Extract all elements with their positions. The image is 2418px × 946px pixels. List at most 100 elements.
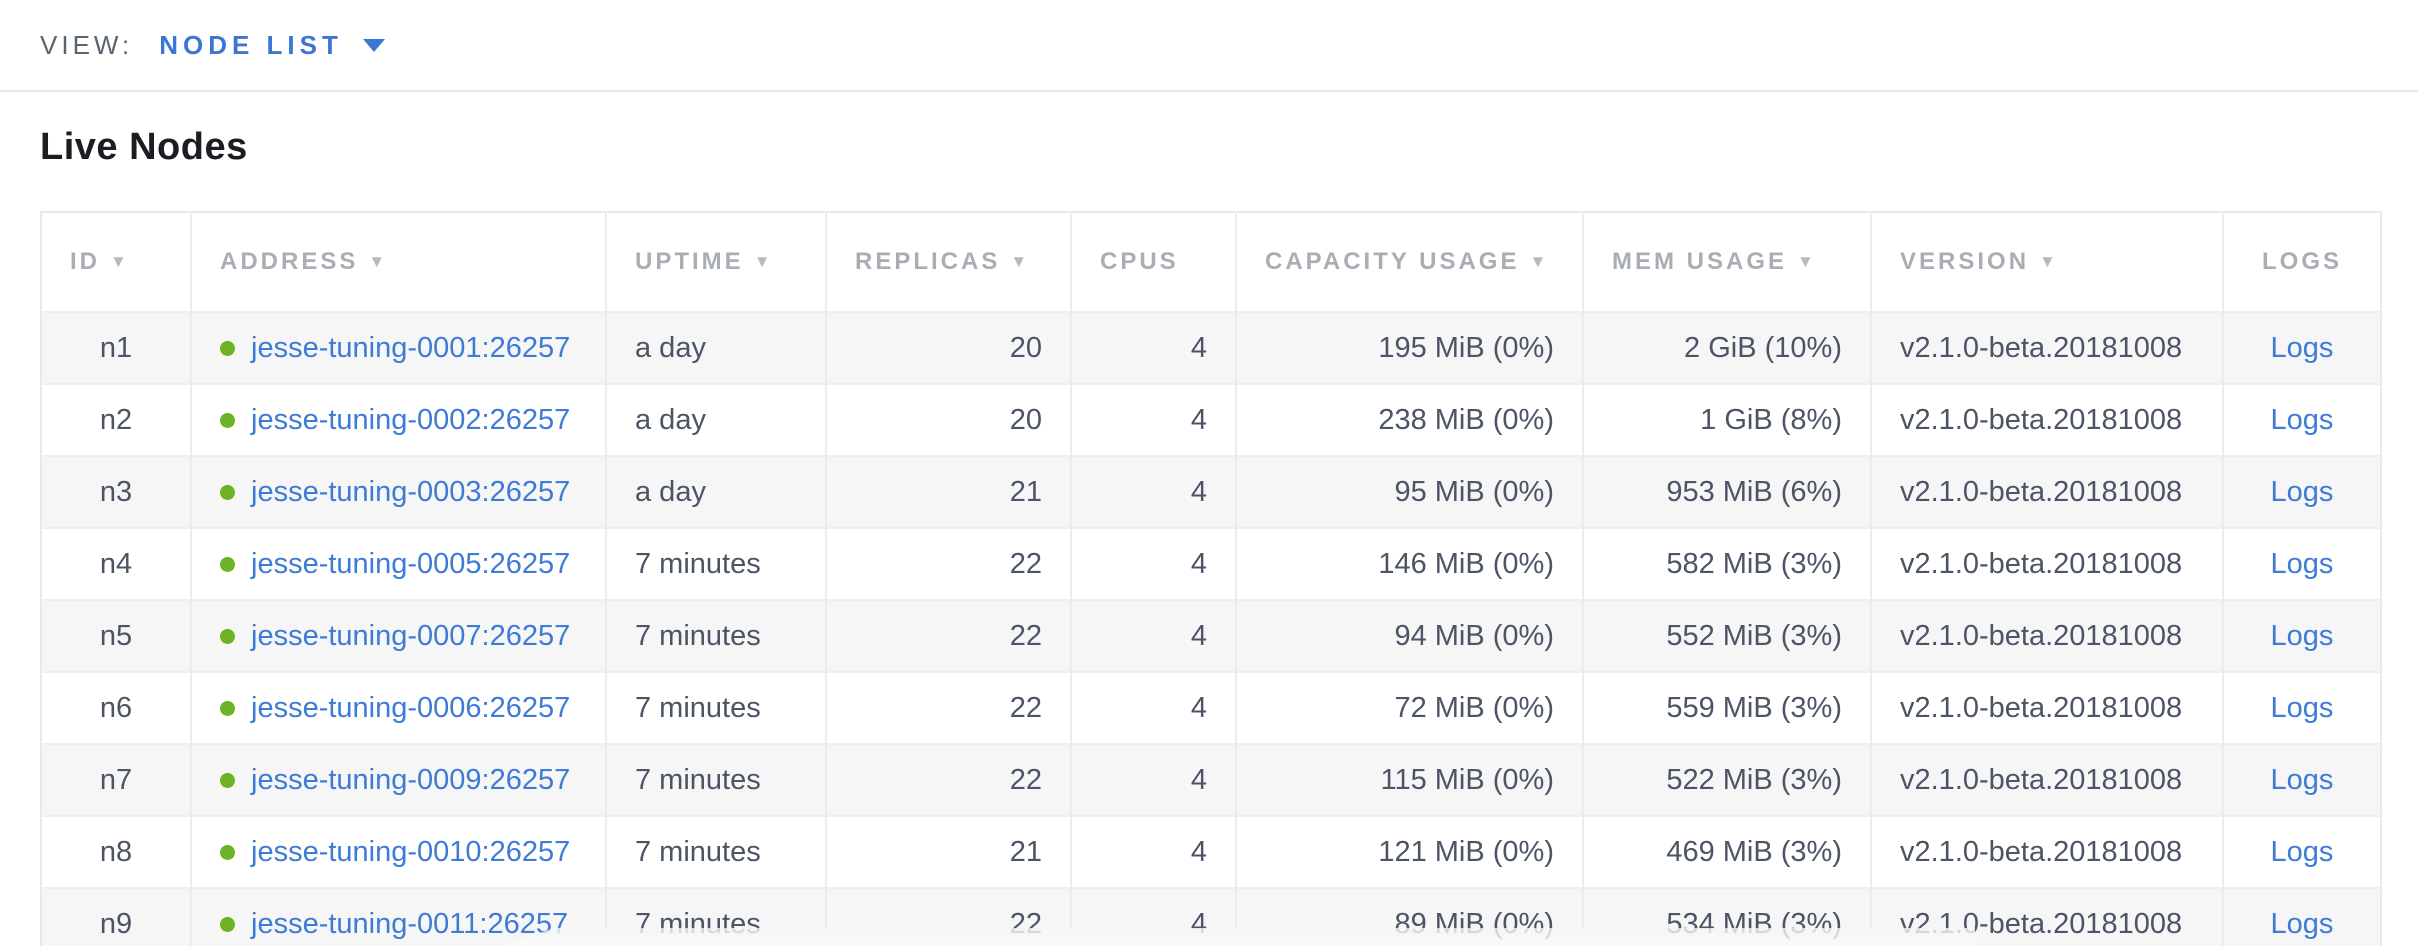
cell-version: v2.1.0-beta.20181008 bbox=[1871, 599, 2224, 672]
node-status-icon bbox=[220, 340, 235, 356]
view-selector-bar: VIEW: NODE LIST bbox=[0, 0, 2418, 92]
sort-caret-icon: ▼ bbox=[110, 252, 130, 271]
column-header-replicas[interactable]: REPLICAS ▼ bbox=[826, 212, 1072, 312]
cell-mem: 469 MiB (3%) bbox=[1583, 815, 1872, 888]
cell-cpus: 4 bbox=[1071, 671, 1237, 744]
column-header-capacity[interactable]: CAPACITY USAGE ▼ bbox=[1236, 212, 1584, 312]
address-link[interactable]: jesse-tuning-0001:26257 bbox=[251, 331, 571, 364]
address-link[interactable]: jesse-tuning-0011:26257 bbox=[251, 907, 569, 940]
cell-address: jesse-tuning-0003:26257 bbox=[191, 455, 607, 528]
node-status-icon bbox=[220, 556, 235, 572]
column-header-uptime[interactable]: UPTIME ▼ bbox=[606, 212, 827, 312]
cell-mem: 522 MiB (3%) bbox=[1583, 743, 1872, 816]
cell-cpus: 4 bbox=[1071, 455, 1237, 528]
cell-address: jesse-tuning-0001:26257 bbox=[191, 311, 607, 384]
live-nodes-table: ID ▼ ADDRESS ▼ UPTIME ▼ REPLICAS ▼ CPUS CAPACITY … bbox=[40, 211, 2382, 946]
address-link[interactable]: jesse-tuning-0003:26257 bbox=[251, 475, 571, 508]
address-link[interactable]: jesse-tuning-0009:26257 bbox=[251, 763, 571, 796]
cell-logs: Logs bbox=[2223, 383, 2381, 456]
logs-link[interactable]: Logs bbox=[2270, 475, 2334, 508]
address-link[interactable]: jesse-tuning-0010:26257 bbox=[251, 835, 571, 868]
address-link[interactable]: jesse-tuning-0005:26257 bbox=[251, 547, 571, 580]
column-header-label: ID bbox=[70, 248, 100, 275]
cell-replicas: 21 bbox=[826, 455, 1072, 528]
column-header-id[interactable]: ID ▼ bbox=[41, 212, 192, 312]
cell-logs: Logs bbox=[2223, 887, 2381, 946]
cell-capacity: 115 MiB (0%) bbox=[1236, 743, 1584, 816]
cell-id: n2 bbox=[41, 383, 192, 456]
column-header-cpus: CPUS bbox=[1071, 212, 1237, 312]
address-link[interactable]: jesse-tuning-0006:26257 bbox=[251, 691, 571, 724]
cell-address: jesse-tuning-0009:26257 bbox=[191, 743, 607, 816]
column-header-address[interactable]: ADDRESS ▼ bbox=[191, 212, 607, 312]
cell-address: jesse-tuning-0006:26257 bbox=[191, 671, 607, 744]
cell-capacity: 195 MiB (0%) bbox=[1236, 311, 1584, 384]
cell-replicas: 20 bbox=[826, 383, 1072, 456]
cell-replicas: 22 bbox=[826, 671, 1072, 744]
cell-replicas: 20 bbox=[826, 311, 1072, 384]
address-link[interactable]: jesse-tuning-0007:26257 bbox=[251, 619, 571, 652]
cell-id: n6 bbox=[41, 671, 192, 744]
cell-replicas: 22 bbox=[826, 599, 1072, 672]
cell-version: v2.1.0-beta.20181008 bbox=[1871, 671, 2224, 744]
cell-capacity: 146 MiB (0%) bbox=[1236, 527, 1584, 600]
table-row: n4 jesse-tuning-0005:26257 7 minutes 22 4 146… bbox=[41, 527, 2381, 600]
cell-cpus: 4 bbox=[1071, 527, 1237, 600]
cell-cpus: 4 bbox=[1071, 743, 1237, 816]
sort-caret-icon: ▼ bbox=[2039, 252, 2059, 271]
logs-link[interactable]: Logs bbox=[2270, 907, 2334, 940]
next-section-edge bbox=[500, 928, 1975, 946]
cell-mem: 582 MiB (3%) bbox=[1583, 527, 1872, 600]
column-header-label: MEM USAGE bbox=[1612, 248, 1788, 275]
cell-replicas: 21 bbox=[826, 815, 1072, 888]
live-nodes-section: Live Nodes ID ▼ ADDRESS ▼ UPTIME ▼ REPLICAS ▼ CP… bbox=[0, 126, 2418, 946]
logs-link[interactable]: Logs bbox=[2270, 331, 2334, 364]
table-row: n3 jesse-tuning-0003:26257 a day 21 4 95 MiB … bbox=[41, 455, 2381, 528]
node-status-icon bbox=[220, 772, 235, 788]
table-row: n1 jesse-tuning-0001:26257 a day 20 4 195 MiB… bbox=[41, 311, 2381, 384]
cell-cpus: 4 bbox=[1071, 311, 1237, 384]
node-status-icon bbox=[220, 412, 235, 428]
table-header-row: ID ▼ ADDRESS ▼ UPTIME ▼ REPLICAS ▼ CPUS CAPACITY … bbox=[41, 212, 2381, 312]
view-dropdown[interactable]: NODE LIST bbox=[159, 29, 343, 60]
column-header-label: LOGS bbox=[2261, 248, 2342, 275]
table-row: n7 jesse-tuning-0009:26257 7 minutes 22 4 115… bbox=[41, 743, 2381, 816]
node-status-icon bbox=[220, 700, 235, 716]
cell-logs: Logs bbox=[2223, 527, 2381, 600]
column-header-label: VERSION bbox=[1900, 248, 2030, 275]
column-header-version[interactable]: VERSION ▼ bbox=[1871, 212, 2224, 312]
cell-capacity: 238 MiB (0%) bbox=[1236, 383, 1584, 456]
cell-capacity: 121 MiB (0%) bbox=[1236, 815, 1584, 888]
table-row: n2 jesse-tuning-0002:26257 a day 20 4 238 MiB… bbox=[41, 383, 2381, 456]
cell-uptime: 7 minutes bbox=[606, 671, 827, 744]
table-row: n5 jesse-tuning-0007:26257 7 minutes 22 4 94 … bbox=[41, 599, 2381, 672]
logs-link[interactable]: Logs bbox=[2270, 763, 2334, 796]
sort-caret-icon: ▼ bbox=[753, 252, 774, 271]
logs-link[interactable]: Logs bbox=[2270, 403, 2334, 436]
logs-link[interactable]: Logs bbox=[2270, 691, 2334, 724]
cell-logs: Logs bbox=[2223, 743, 2381, 816]
cell-id: n1 bbox=[41, 311, 192, 384]
cell-uptime: 7 minutes bbox=[606, 527, 827, 600]
table-row: n6 jesse-tuning-0006:26257 7 minutes 22 4 72 … bbox=[41, 671, 2381, 744]
caret-down-icon[interactable] bbox=[362, 38, 385, 52]
cell-id: n8 bbox=[41, 815, 192, 888]
cell-logs: Logs bbox=[2223, 455, 2381, 528]
cell-version: v2.1.0-beta.20181008 bbox=[1871, 383, 2224, 456]
cell-address: jesse-tuning-0007:26257 bbox=[191, 599, 607, 672]
column-header-label: CPUS bbox=[1100, 248, 1179, 275]
sort-caret-icon: ▼ bbox=[1797, 252, 1817, 271]
cell-address: jesse-tuning-0005:26257 bbox=[191, 527, 607, 600]
column-header-logs: LOGS bbox=[2223, 212, 2381, 312]
cell-logs: Logs bbox=[2223, 815, 2381, 888]
table-row: n8 jesse-tuning-0010:26257 7 minutes 21 4 121… bbox=[41, 815, 2381, 888]
column-header-mem[interactable]: MEM USAGE ▼ bbox=[1583, 212, 1872, 312]
page-title: Live Nodes bbox=[40, 126, 248, 168]
cell-version: v2.1.0-beta.20181008 bbox=[1871, 743, 2224, 816]
column-header-label: UPTIME bbox=[635, 248, 744, 275]
logs-link[interactable]: Logs bbox=[2270, 547, 2334, 580]
cell-id: n7 bbox=[41, 743, 192, 816]
logs-link[interactable]: Logs bbox=[2270, 619, 2334, 652]
logs-link[interactable]: Logs bbox=[2270, 835, 2334, 868]
address-link[interactable]: jesse-tuning-0002:26257 bbox=[251, 403, 571, 436]
